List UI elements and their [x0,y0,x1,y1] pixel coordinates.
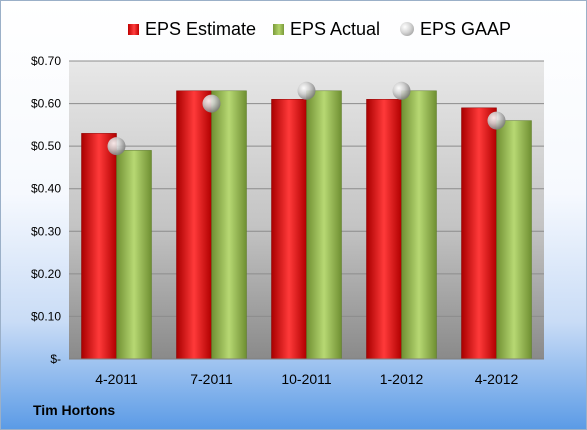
bar-eps-actual [306,90,342,360]
legend-item-eps-estimate: EPS Estimate [128,14,256,44]
legend-label-eps-actual: EPS Actual [290,18,381,39]
x-tick-label: 1-2012 [380,371,424,387]
bars [81,90,532,360]
bar-eps-actual [116,150,152,360]
legend-label-eps-gaap: EPS GAAP [420,18,512,39]
y-tick-label: $0.60 [31,97,61,111]
bar-eps-estimate [366,99,402,360]
bar-eps-estimate [81,133,117,360]
marker-eps-gaap [107,137,126,156]
y-tick-label: $0.20 [31,267,61,281]
chart-legend: EPS Estimate EPS Actual EPS GAAP [0,14,587,44]
marker-eps-gaap [202,94,221,113]
marker-eps-gaap [392,81,411,100]
y-tick-label: $0.70 [31,54,61,68]
bar-eps-estimate [176,90,212,360]
x-tick-label: 4-2012 [475,371,519,387]
bar-eps-estimate [271,99,307,360]
bar-eps-actual [211,90,247,360]
x-axis-ticks: 4-2011 7-2011 10-2011 1-2012 4-2012 [95,371,518,387]
legend-item-eps-gaap: EPS GAAP [400,14,511,44]
bar-eps-actual [496,120,532,360]
y-tick-label: $- [50,352,61,366]
marker-eps-gaap [487,111,506,130]
y-axis-ticks: $- $0.10 $0.20 $0.30 $0.40 $0.50 $0.60 $0.70 [31,54,61,366]
company-name: Tim Hortons [33,402,116,418]
y-tick-label: $0.30 [31,224,61,238]
y-tick-label: $0.10 [31,309,61,323]
legend-swatch-eps-estimate [128,23,139,35]
legend-swatch-eps-gaap [400,22,414,36]
x-tick-label: 7-2011 [190,371,233,387]
gaap-markers [107,81,506,156]
y-tick-label: $0.40 [31,182,61,196]
legend-swatch-eps-actual [273,23,284,35]
y-tick-label: $0.50 [31,139,61,153]
marker-eps-gaap [297,81,316,100]
x-tick-label: 4-2011 [95,371,138,387]
bar-eps-actual [401,90,437,360]
legend-item-eps-actual: EPS Actual [273,14,380,44]
legend-label-eps-estimate: EPS Estimate [145,18,257,39]
bar-eps-estimate [461,107,497,360]
x-tick-label: 10-2011 [281,371,332,387]
